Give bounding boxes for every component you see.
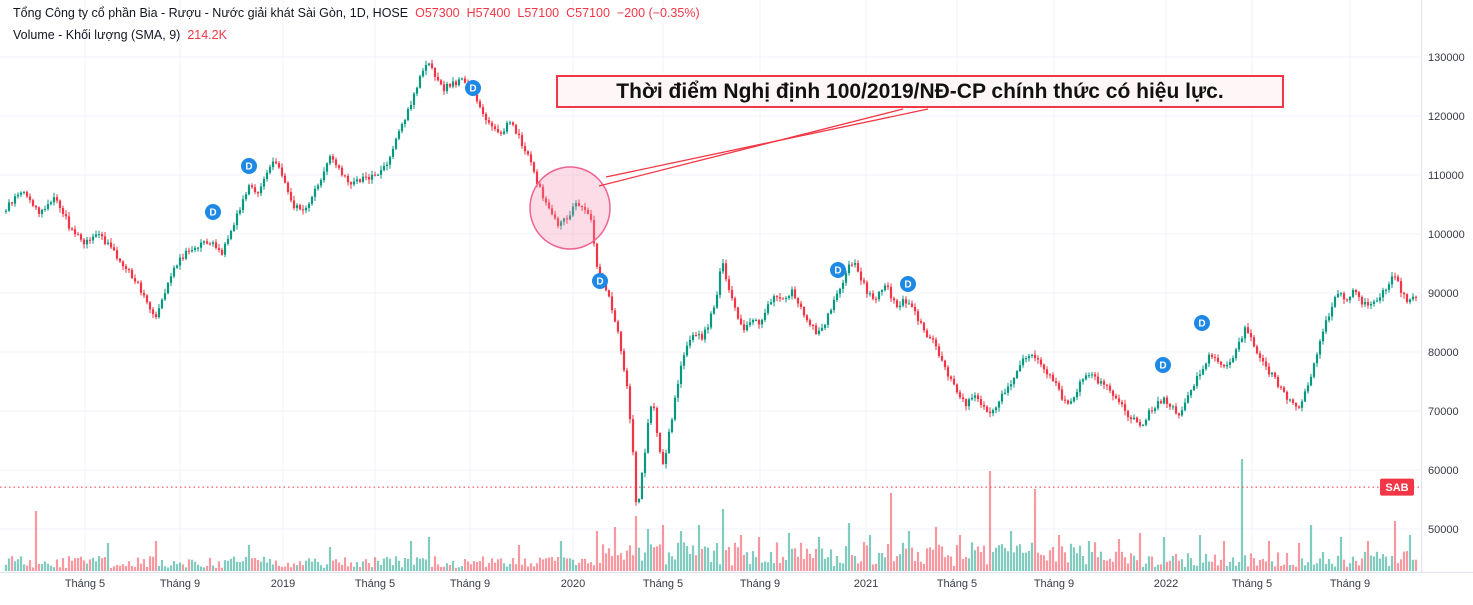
svg-text:Tháng 9: Tháng 9 <box>450 578 490 590</box>
svg-text:50000: 50000 <box>1428 524 1459 536</box>
svg-text:D: D <box>904 280 911 291</box>
svg-text:Tháng 9: Tháng 9 <box>160 578 200 590</box>
svg-text:120000: 120000 <box>1428 111 1465 123</box>
svg-text:Tháng 9: Tháng 9 <box>740 578 780 590</box>
volume-indicator-label[interactable]: Volume - Khối lượng (SMA, 9) <box>13 27 181 42</box>
candlestick-series[interactable] <box>4 59 1418 506</box>
dividend-marker-icon[interactable]: D <box>900 276 916 292</box>
svg-text:110000: 110000 <box>1428 170 1464 182</box>
svg-text:Tháng 5: Tháng 5 <box>355 578 395 590</box>
svg-text:Tháng 5: Tháng 5 <box>1232 578 1272 590</box>
svg-text:2022: 2022 <box>1154 578 1178 590</box>
svg-text:Tháng 9: Tháng 9 <box>1034 578 1074 590</box>
dividend-marker-icon[interactable]: D <box>1194 315 1210 331</box>
price-tag <box>1380 478 1414 496</box>
svg-text:D: D <box>469 84 476 95</box>
callout-lines <box>598 108 929 187</box>
dividend-markers: D D D D D D D D <box>205 80 1210 373</box>
symbol-title[interactable]: Tổng Công ty cổ phần Bia - Rượu - Nước g… <box>13 6 409 20</box>
svg-text:SAB: SAB <box>1385 482 1408 494</box>
current-price-line: SAB <box>0 478 1420 496</box>
svg-text:D: D <box>209 208 216 219</box>
dividend-marker-icon[interactable]: D <box>241 158 257 174</box>
svg-text:70000: 70000 <box>1428 406 1459 418</box>
svg-text:130000: 130000 <box>1428 52 1465 64</box>
svg-text:2019: 2019 <box>271 578 295 590</box>
svg-text:D: D <box>1159 361 1166 372</box>
legend: Tổng Công ty cổ phần Bia - Rượu - Nước g… <box>13 7 700 41</box>
svg-text:100000: 100000 <box>1428 229 1465 241</box>
svg-text:60000: 60000 <box>1428 465 1459 477</box>
svg-text:2020: 2020 <box>561 578 585 590</box>
dividend-marker-icon[interactable]: D <box>1155 357 1171 373</box>
ohlc-low: L57100 <box>517 6 560 20</box>
time-axis[interactable]: Tháng 5 Tháng 9 2019 Tháng 5 Tháng 9 2020 Thán… <box>65 578 1370 590</box>
svg-text:D: D <box>1198 319 1205 330</box>
svg-text:Tháng 5: Tháng 5 <box>937 578 977 590</box>
annotation-callout-box[interactable]: Thời điểm Nghị định 100/2019/NĐ-CP chính… <box>556 75 1284 108</box>
annotation-text: Thời điểm Nghị định 100/2019/NĐ-CP chính… <box>616 79 1224 103</box>
svg-text:Tháng 5: Tháng 5 <box>643 578 683 590</box>
svg-text:80000: 80000 <box>1428 347 1459 359</box>
volume-series <box>4 459 1418 571</box>
dividend-marker-icon[interactable]: D <box>592 273 608 289</box>
dividend-marker-icon[interactable]: D <box>205 204 221 220</box>
svg-text:D: D <box>596 277 603 288</box>
ohlc-high: H57400 <box>466 6 511 20</box>
svg-text:2021: 2021 <box>854 578 878 590</box>
svg-text:Tháng 9: Tháng 9 <box>1330 578 1370 590</box>
ohlc-open: O57300 <box>415 6 460 20</box>
svg-text:Tháng 5: Tháng 5 <box>65 578 105 590</box>
svg-text:D: D <box>834 266 841 277</box>
svg-text:D: D <box>245 162 252 173</box>
ohlc-change: −200 (−0.35%) <box>616 6 700 20</box>
dividend-marker-icon[interactable]: D <box>830 262 846 278</box>
ohlc-close: C57100 <box>566 6 610 20</box>
highlight-circle[interactable] <box>529 166 611 250</box>
svg-text:90000: 90000 <box>1428 288 1459 300</box>
dividend-marker-icon[interactable]: D <box>465 80 481 96</box>
price-axis[interactable]: 130000 120000 110000 100000 90000 80000 70000 6… <box>1428 52 1465 536</box>
volume-value: 214.2K <box>187 27 227 42</box>
